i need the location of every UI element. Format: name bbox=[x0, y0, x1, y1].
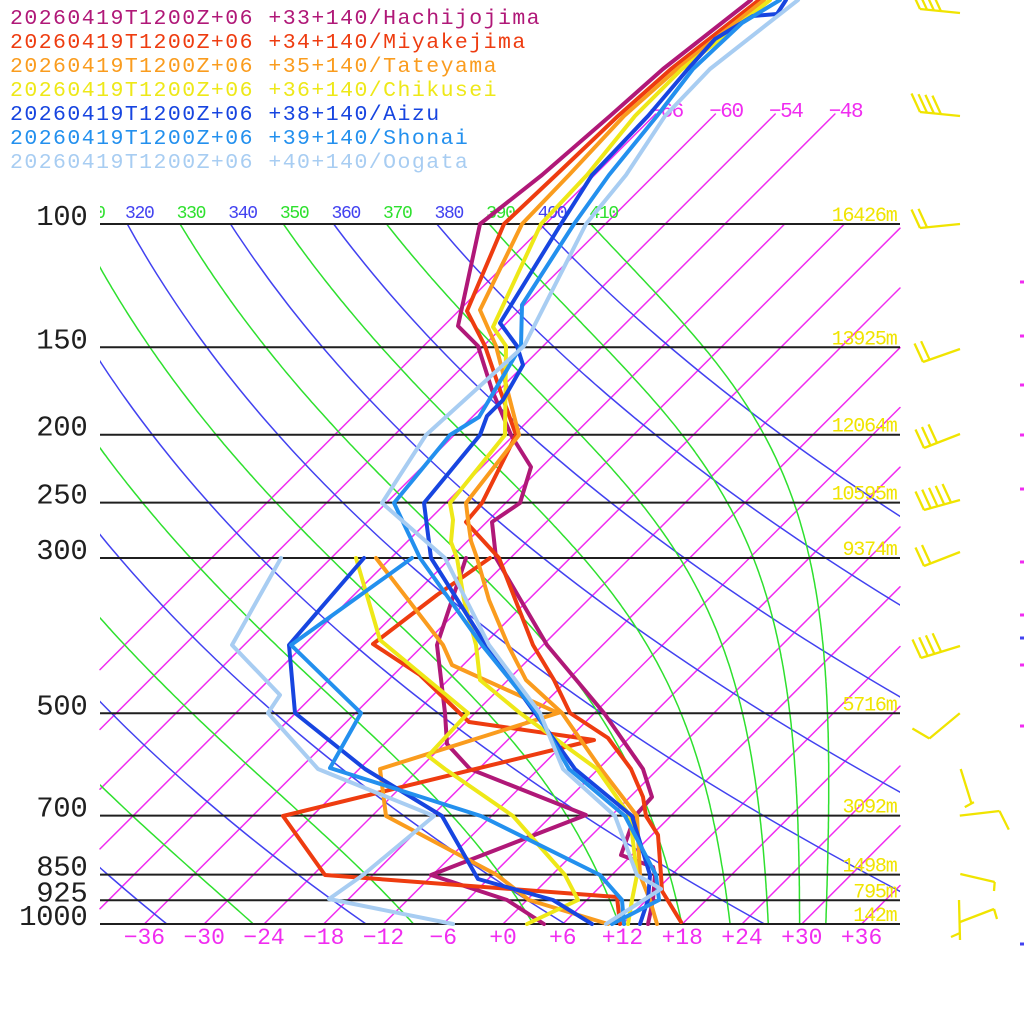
svg-text:20260419T1200Z+06 +39+140/Shon: 20260419T1200Z+06 +39+140/Shonai bbox=[10, 127, 469, 151]
svg-text:−60: −60 bbox=[709, 101, 743, 124]
svg-text:320: 320 bbox=[125, 204, 154, 224]
svg-text:−30: −30 bbox=[183, 925, 224, 951]
svg-text:100: 100 bbox=[36, 201, 87, 234]
svg-text:200: 200 bbox=[36, 412, 87, 445]
svg-text:20260419T1200Z+06 +38+140/Aizu: 20260419T1200Z+06 +38+140/Aizu bbox=[10, 103, 441, 127]
svg-text:+30: +30 bbox=[781, 925, 822, 951]
svg-text:+24: +24 bbox=[721, 925, 762, 951]
svg-text:142m: 142m bbox=[853, 905, 896, 928]
svg-text:250: 250 bbox=[36, 480, 87, 513]
svg-text:13925m: 13925m bbox=[832, 328, 897, 351]
svg-text:+6: +6 bbox=[549, 925, 577, 951]
svg-text:700: 700 bbox=[36, 793, 87, 826]
svg-text:+36: +36 bbox=[841, 925, 882, 951]
svg-text:20260419T1200Z+06 +36+140/Chik: 20260419T1200Z+06 +36+140/Chikusei bbox=[10, 79, 498, 103]
svg-text:5716m: 5716m bbox=[842, 694, 896, 717]
svg-text:1000: 1000 bbox=[19, 901, 87, 934]
svg-text:20260419T1200Z+06 +34+140/Miya: 20260419T1200Z+06 +34+140/Miyakejima bbox=[10, 31, 527, 55]
svg-text:9374m: 9374m bbox=[842, 539, 896, 562]
svg-text:−36: −36 bbox=[124, 925, 165, 951]
svg-text:16426m: 16426m bbox=[832, 205, 897, 228]
svg-text:+0: +0 bbox=[489, 925, 517, 951]
svg-text:370: 370 bbox=[383, 204, 412, 224]
svg-text:+18: +18 bbox=[662, 925, 703, 951]
svg-text:20260419T1200Z+06 +40+140/Ooga: 20260419T1200Z+06 +40+140/Oogata bbox=[10, 151, 469, 175]
svg-text:850: 850 bbox=[36, 852, 87, 885]
svg-text:360: 360 bbox=[331, 204, 360, 224]
svg-text:300: 300 bbox=[36, 535, 87, 568]
svg-text:+12: +12 bbox=[602, 925, 643, 951]
svg-text:20260419T1200Z+06 +35+140/Tate: 20260419T1200Z+06 +35+140/Tateyama bbox=[10, 55, 498, 79]
svg-text:12064m: 12064m bbox=[832, 416, 897, 439]
svg-text:20260419T1200Z+06 +33+140/Hach: 20260419T1200Z+06 +33+140/Hachijojima bbox=[10, 7, 541, 31]
svg-text:380: 380 bbox=[435, 204, 464, 224]
svg-text:1498m: 1498m bbox=[842, 856, 896, 879]
svg-text:500: 500 bbox=[36, 690, 87, 723]
svg-text:330: 330 bbox=[177, 204, 206, 224]
svg-text:340: 340 bbox=[228, 204, 257, 224]
svg-text:350: 350 bbox=[280, 204, 309, 224]
svg-text:−6: −6 bbox=[429, 925, 457, 951]
svg-text:925: 925 bbox=[36, 877, 87, 910]
svg-text:10595m: 10595m bbox=[832, 484, 897, 507]
svg-text:−54: −54 bbox=[769, 101, 803, 124]
svg-text:150: 150 bbox=[36, 324, 87, 357]
svg-text:−18: −18 bbox=[303, 925, 344, 951]
svg-text:3092m: 3092m bbox=[842, 797, 896, 820]
svg-text:795m: 795m bbox=[853, 881, 896, 904]
svg-text:−48: −48 bbox=[829, 101, 863, 124]
svg-text:310: 310 bbox=[76, 204, 105, 224]
svg-text:−12: −12 bbox=[363, 925, 404, 951]
svg-text:−24: −24 bbox=[243, 925, 284, 951]
